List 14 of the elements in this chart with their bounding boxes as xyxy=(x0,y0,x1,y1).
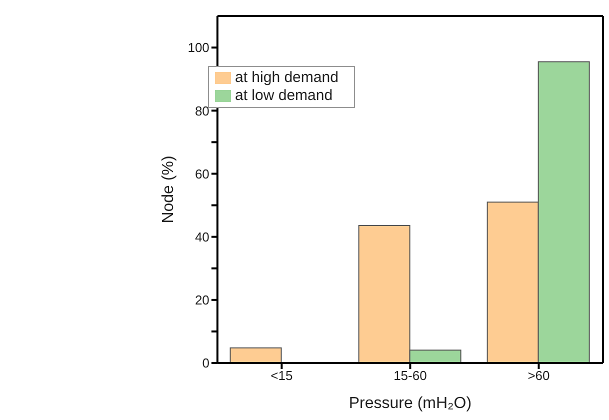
y-tick-label: 0 xyxy=(202,356,210,371)
y-tick-label: 20 xyxy=(194,292,210,308)
y-tick-label: 80 xyxy=(194,103,210,118)
y-axis-title: Node (%) xyxy=(160,156,178,224)
y-tick-label: 100 xyxy=(188,40,210,56)
bar xyxy=(230,347,282,363)
x-tick-label: <15 xyxy=(270,368,293,384)
x-tick-label: 15-60 xyxy=(394,368,427,384)
legend-label: at high demand xyxy=(235,69,338,86)
x-tick-label: >60 xyxy=(528,368,550,384)
y-tick-label: 40 xyxy=(194,229,210,244)
y-tick-label: 60 xyxy=(194,166,210,182)
legend-label: at low demand xyxy=(235,87,333,104)
x-axis-title: Pressure (mH₂O) xyxy=(348,395,472,412)
